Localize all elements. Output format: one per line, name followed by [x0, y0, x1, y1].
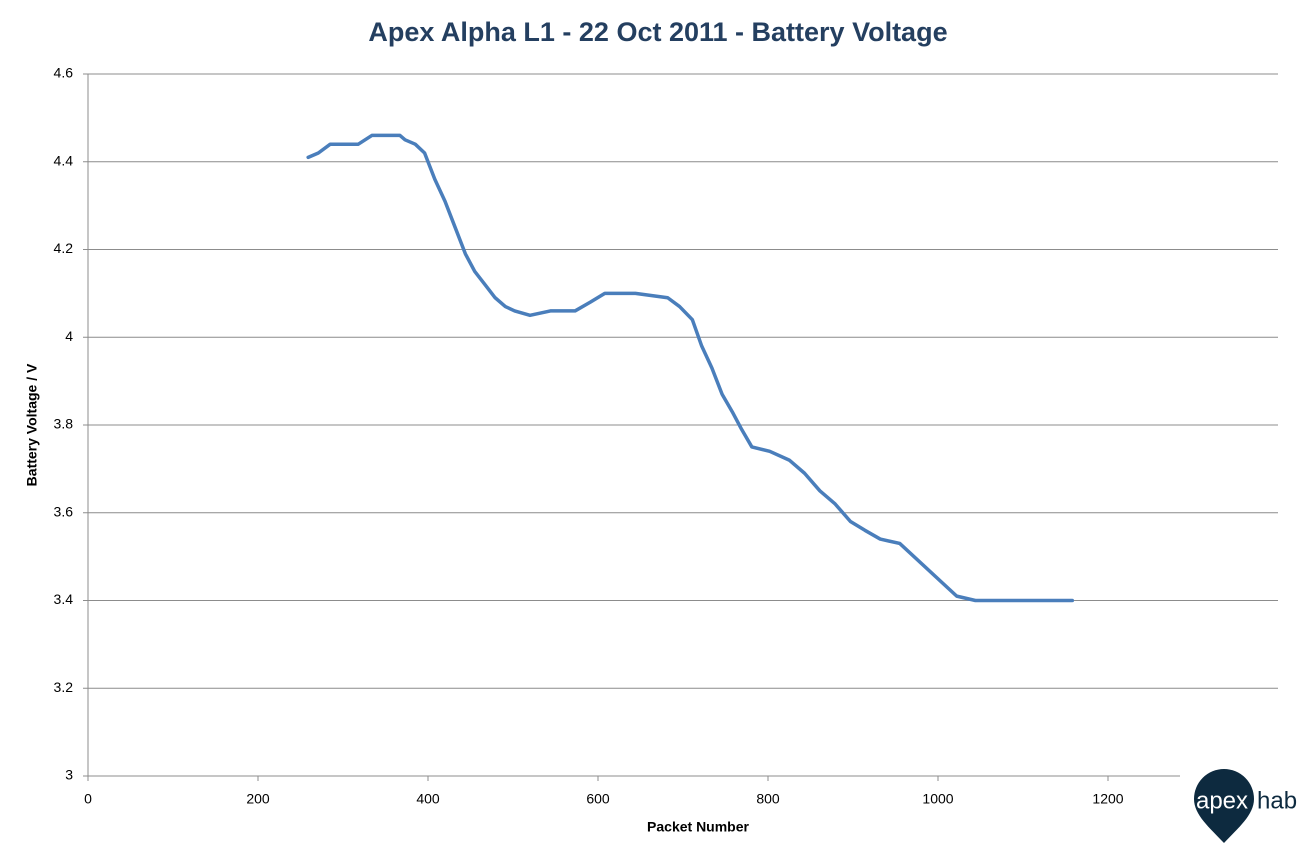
y-tick-label: 3.6 [54, 503, 74, 519]
x-axis-title: Packet Number [647, 819, 749, 835]
x-tick-label: 200 [246, 791, 270, 807]
x-tick-label: 600 [586, 791, 610, 807]
logo-pin [1194, 769, 1254, 843]
logo: apex hab [1180, 768, 1309, 854]
y-tick-label: 4.4 [54, 152, 74, 168]
data-line [306, 133, 1075, 603]
x-tick-label: 0 [84, 791, 92, 807]
x-tick-label: 1200 [1092, 791, 1123, 807]
y-tick-label: 3.2 [54, 679, 74, 695]
chart-title: Apex Alpha L1 - 22 Oct 2011 - Battery Vo… [368, 17, 947, 47]
y-tick-label: 3.4 [54, 591, 74, 607]
logo-left: apex [1196, 787, 1248, 814]
y-tick-label: 4.2 [54, 240, 74, 256]
y-tick-label: 4.6 [54, 65, 74, 81]
y-axis-title: Battery Voltage / V [24, 363, 40, 486]
plot-area: 3 3.2 3.4 3.6 3.8 4 4.2 4.4 4.6 0 200 400 600 800 1000… [54, 65, 1278, 807]
x-tick-label: 800 [756, 791, 780, 807]
y-tick-label: 3 [65, 767, 73, 783]
y-tick-label: 4 [65, 328, 73, 344]
y-tick-label: 3.8 [54, 416, 74, 432]
x-tick-label: 400 [416, 791, 440, 807]
x-tick-label: 1000 [922, 791, 953, 807]
logo-right: hab [1257, 787, 1297, 814]
